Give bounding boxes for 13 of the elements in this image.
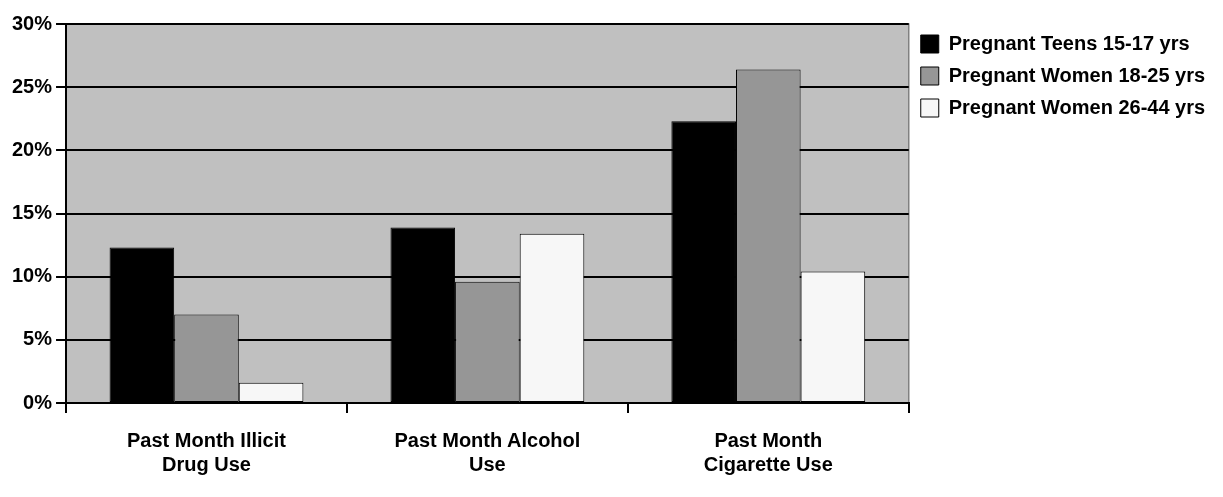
x-tick-label: Past Month Illicit Drug Use bbox=[127, 428, 287, 475]
legend-label: Pregnant Women 26-44 yrs bbox=[948, 95, 1206, 118]
y-tick-label: 25% bbox=[12, 74, 53, 97]
y-tick-label: 20% bbox=[12, 137, 53, 160]
x-tick-label: Past Month Alcohol Use bbox=[394, 428, 581, 475]
y-tick-label: 10% bbox=[12, 264, 53, 287]
x-tick-label: Past Month Cigarette Use bbox=[703, 428, 833, 475]
y-tick-label: 30% bbox=[12, 11, 53, 34]
legend-label: Pregnant Women 18-25 yrs bbox=[948, 63, 1206, 86]
y-tick-label: 0% bbox=[23, 390, 53, 413]
legend-label: Pregnant Teens 15-17 yrs bbox=[948, 31, 1190, 54]
y-tick-label: 15% bbox=[12, 201, 53, 224]
y-tick-label: 5% bbox=[23, 327, 53, 350]
